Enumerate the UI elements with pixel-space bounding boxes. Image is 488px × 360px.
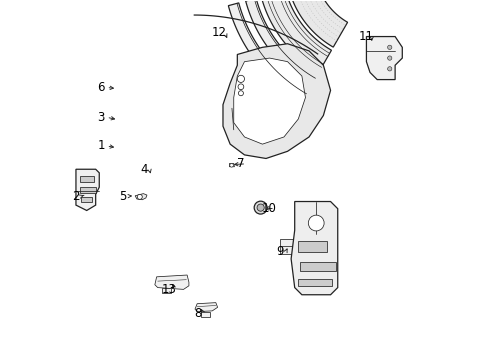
- Polygon shape: [261, 0, 331, 72]
- Polygon shape: [245, 0, 316, 86]
- Polygon shape: [80, 176, 94, 182]
- Polygon shape: [280, 239, 294, 253]
- Polygon shape: [201, 312, 210, 317]
- Circle shape: [254, 201, 266, 214]
- Text: 1: 1: [97, 139, 104, 152]
- Text: 7: 7: [237, 157, 244, 170]
- Text: 6: 6: [97, 81, 104, 94]
- Polygon shape: [223, 44, 330, 158]
- Circle shape: [238, 84, 244, 90]
- Polygon shape: [288, 0, 347, 47]
- Polygon shape: [297, 279, 332, 286]
- Polygon shape: [228, 3, 306, 102]
- Text: 13: 13: [162, 283, 176, 296]
- Text: 11: 11: [358, 30, 373, 43]
- Polygon shape: [300, 262, 335, 271]
- Polygon shape: [233, 58, 305, 144]
- Circle shape: [238, 91, 243, 96]
- Polygon shape: [162, 288, 171, 293]
- Polygon shape: [80, 187, 96, 193]
- Text: 8: 8: [194, 307, 201, 320]
- Circle shape: [387, 67, 391, 71]
- Text: 10: 10: [262, 202, 277, 215]
- Text: 4: 4: [140, 163, 147, 176]
- Polygon shape: [81, 197, 92, 202]
- Polygon shape: [290, 202, 337, 295]
- Polygon shape: [298, 241, 326, 252]
- Circle shape: [387, 45, 391, 49]
- Polygon shape: [135, 194, 147, 200]
- Circle shape: [229, 163, 233, 167]
- Circle shape: [387, 56, 391, 60]
- Text: 2: 2: [72, 190, 80, 203]
- Circle shape: [257, 204, 264, 211]
- Text: 3: 3: [97, 111, 104, 124]
- Polygon shape: [195, 303, 217, 312]
- Circle shape: [308, 215, 324, 231]
- Polygon shape: [229, 163, 234, 167]
- Polygon shape: [366, 37, 402, 80]
- Text: 5: 5: [119, 190, 126, 203]
- Polygon shape: [76, 169, 99, 211]
- Text: 9: 9: [276, 245, 284, 258]
- Text: 12: 12: [211, 27, 226, 40]
- Circle shape: [237, 75, 244, 82]
- Polygon shape: [155, 275, 188, 289]
- Circle shape: [137, 194, 142, 199]
